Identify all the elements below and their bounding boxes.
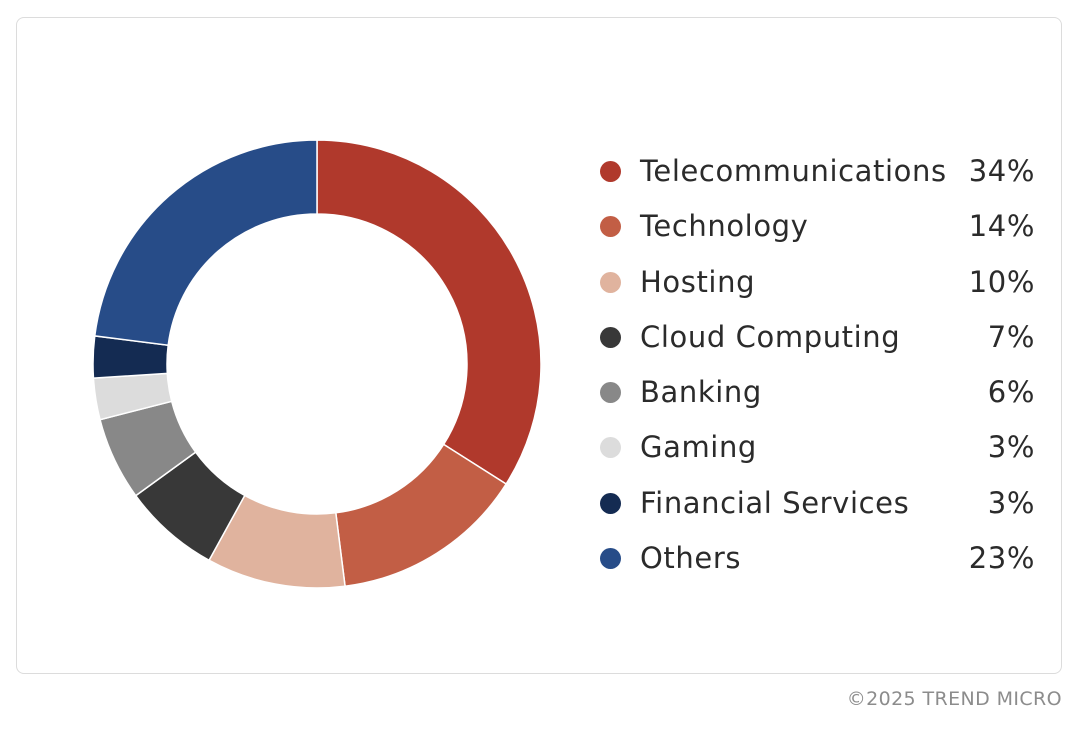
legend-label: Telecommunications — [640, 154, 947, 188]
legend-value: 14% — [968, 209, 1035, 244]
chart-legend: Telecommunications 34% Technology 14% Hostin… — [583, 144, 1037, 586]
slice-others — [93, 139, 318, 347]
legend-swatch — [600, 548, 621, 570]
legend-item-technology: Technology 14% — [583, 199, 1037, 254]
copyright-notice: ©2025 TREND MICRO — [846, 688, 1062, 710]
legend-value: 23% — [968, 541, 1035, 576]
legend-value: 34% — [968, 154, 1035, 188]
chart-card: Telecommunications 34% Technology 14% Hostin… — [16, 17, 1062, 674]
legend-label: Cloud Computing — [640, 319, 901, 354]
slice-telecommunications — [316, 139, 542, 486]
legend-swatch — [600, 216, 621, 238]
legend-item-others: Others 23% — [583, 531, 1037, 586]
legend-swatch — [600, 161, 621, 182]
legend-swatch — [600, 271, 621, 293]
legend-label: Hosting — [640, 264, 756, 299]
legend-swatch — [600, 326, 621, 348]
legend-value: 3% — [987, 430, 1035, 465]
legend-item-gaming: Gaming 3% — [583, 420, 1037, 475]
legend-value: 3% — [987, 485, 1035, 520]
legend-item-cloud-computing: Cloud Computing 7% — [583, 310, 1037, 365]
legend-item-telecommunications: Telecommunications 34% — [583, 144, 1037, 199]
donut-chart — [92, 139, 542, 589]
legend-label: Banking — [640, 375, 762, 410]
legend-item-banking: Banking 6% — [583, 365, 1037, 420]
legend-label: Financial Services — [640, 485, 910, 520]
legend-value: 6% — [987, 375, 1035, 410]
legend-label: Others — [640, 541, 742, 576]
legend-label: Gaming — [640, 430, 757, 465]
legend-value: 7% — [987, 319, 1035, 354]
legend-value: 10% — [968, 264, 1035, 299]
legend-label: Technology — [640, 209, 809, 244]
legend-swatch — [600, 492, 621, 514]
legend-swatch — [600, 382, 621, 404]
legend-item-hosting: Hosting 10% — [583, 255, 1037, 310]
legend-swatch — [600, 437, 621, 459]
legend-item-financial-services: Financial Services 3% — [583, 476, 1037, 531]
